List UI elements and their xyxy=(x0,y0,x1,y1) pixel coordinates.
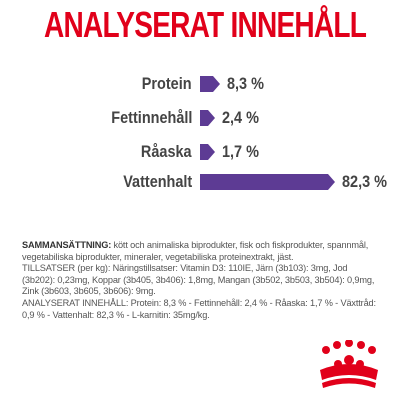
additives-text: TILLSATSER (per kg): Näringstillsatser: … xyxy=(22,263,375,297)
nutrient-bar xyxy=(200,174,335,190)
nutrient-bar xyxy=(200,144,215,160)
analysis-text: ANALYSERAT INNEHÅLL: Protein: 8,3 % - Fe… xyxy=(22,297,376,320)
nutrient-row-fat: Fettinnehåll 2,4 % xyxy=(0,106,400,130)
nutrient-bar xyxy=(200,76,220,92)
nutrient-label: Råaska xyxy=(141,142,192,161)
nutrient-label: Fettinnehåll xyxy=(110,108,192,127)
nutrient-row-water: Vattenhalt 82,3 % xyxy=(0,170,400,194)
nutrient-bar xyxy=(200,110,215,126)
royal-crown-icon xyxy=(320,340,378,388)
nutrient-label: Vattenhalt xyxy=(122,172,192,191)
composition-heading: SAMMANSÄTTNING: xyxy=(22,240,112,250)
nutrient-value: 82,3 % xyxy=(342,172,387,191)
nutrient-value: 2,4 % xyxy=(222,108,259,127)
nutrient-label: Protein xyxy=(142,74,192,93)
page-title: ANALYSERAT INNEHÅLL xyxy=(44,4,367,45)
composition-body: kött och animaliska biprodukter, fisk oc… xyxy=(22,240,369,262)
composition-text: SAMMANSÄTTNING: kött och animaliska bipr… xyxy=(22,240,382,321)
nutrient-value: 1,7 % xyxy=(222,142,259,161)
nutrient-row-protein: Protein 8,3 % xyxy=(0,72,400,96)
nutrient-value: 8,3 % xyxy=(226,74,264,93)
nutrient-row-ash: Råaska 1,7 % xyxy=(0,140,400,164)
